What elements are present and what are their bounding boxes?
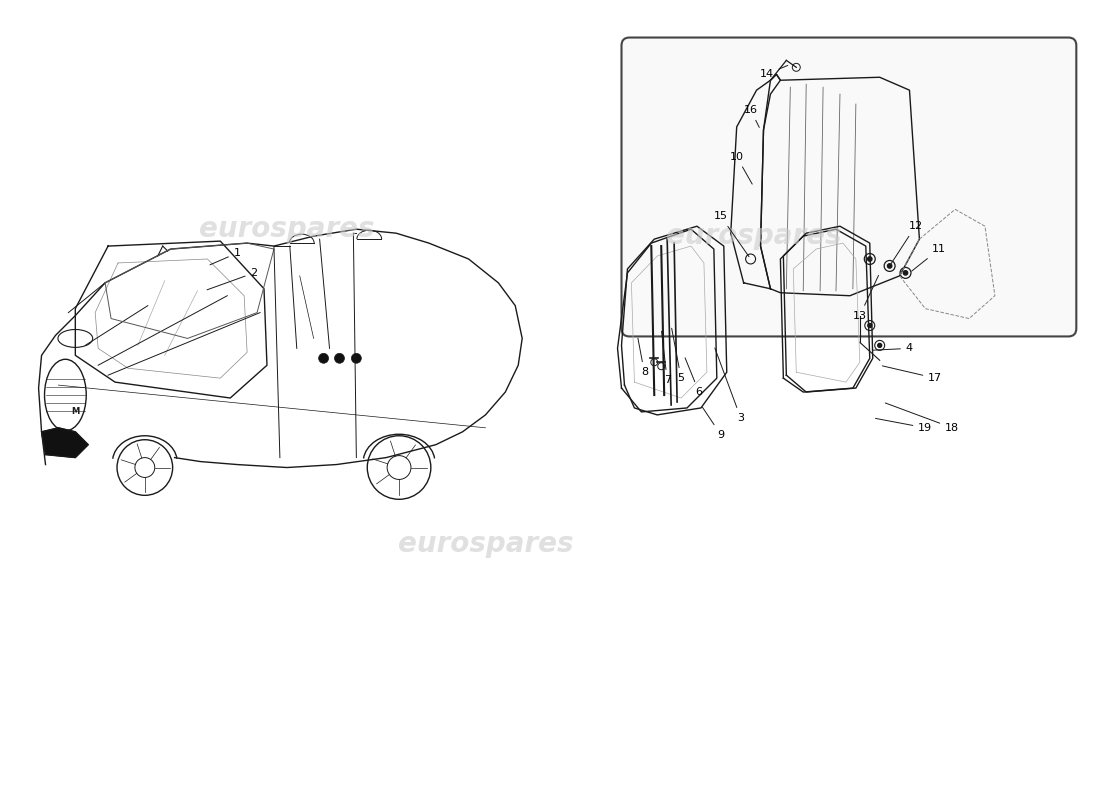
Circle shape <box>868 323 871 327</box>
Circle shape <box>878 343 882 347</box>
Text: 14: 14 <box>759 66 788 79</box>
Circle shape <box>351 354 361 363</box>
FancyBboxPatch shape <box>621 38 1076 337</box>
Text: eurospares: eurospares <box>398 530 573 558</box>
Text: 18: 18 <box>886 403 959 433</box>
Circle shape <box>868 257 872 261</box>
Text: 11: 11 <box>912 244 946 271</box>
Text: M: M <box>72 407 79 417</box>
Text: 15: 15 <box>714 211 749 257</box>
Text: 19: 19 <box>876 418 933 433</box>
Text: 7: 7 <box>661 331 671 385</box>
Text: 6: 6 <box>685 358 703 397</box>
Text: 9: 9 <box>703 407 725 440</box>
Text: 8: 8 <box>638 338 648 377</box>
Circle shape <box>888 264 892 268</box>
Text: 4: 4 <box>872 343 913 354</box>
Text: eurospares: eurospares <box>666 222 842 250</box>
Text: 1: 1 <box>210 248 241 265</box>
Text: eurospares: eurospares <box>199 215 375 243</box>
Text: 16: 16 <box>744 105 759 127</box>
Circle shape <box>334 354 344 363</box>
Text: 5: 5 <box>672 328 684 383</box>
Text: 3: 3 <box>715 348 745 423</box>
Text: 13: 13 <box>852 275 879 321</box>
Text: 10: 10 <box>729 152 752 184</box>
Circle shape <box>319 354 329 363</box>
Text: 17: 17 <box>882 366 943 383</box>
Text: 12: 12 <box>891 222 923 264</box>
Text: 2: 2 <box>207 268 257 290</box>
Circle shape <box>903 270 907 275</box>
Polygon shape <box>42 428 88 458</box>
